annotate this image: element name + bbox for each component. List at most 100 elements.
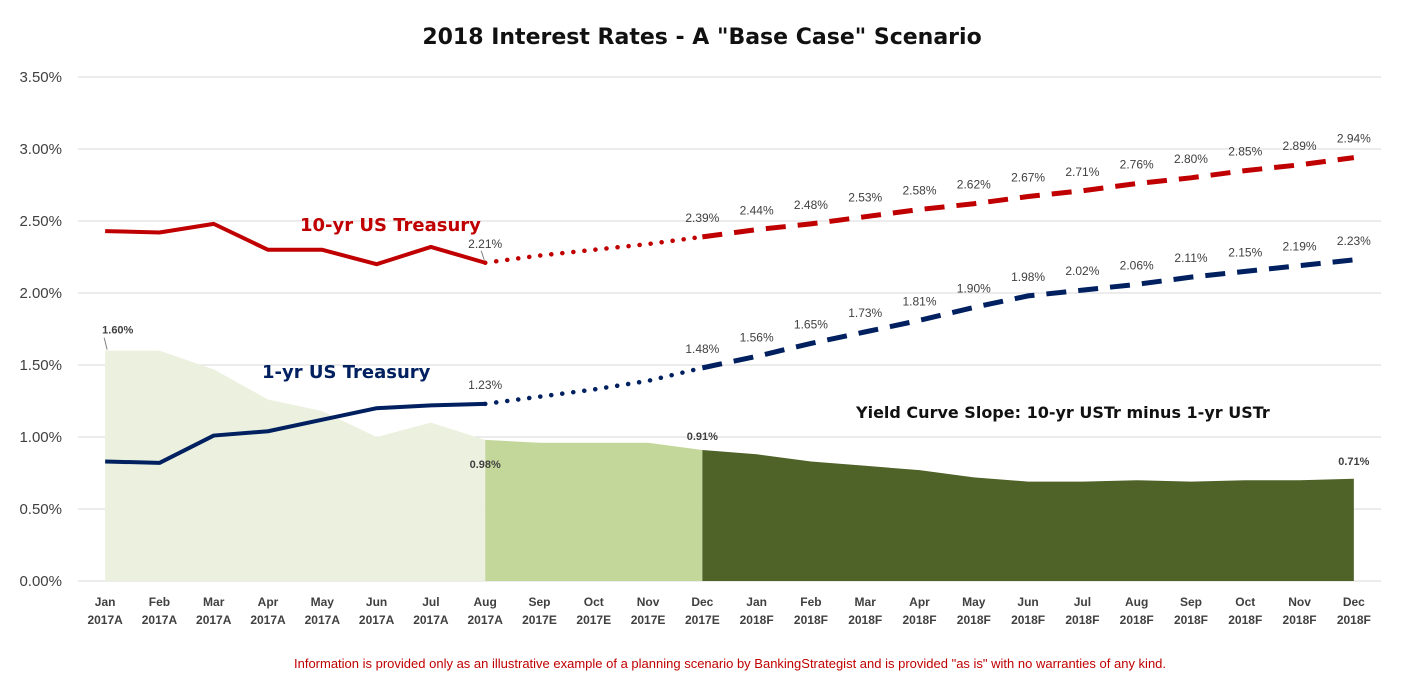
series-0-estimate-line — [482, 234, 705, 266]
series-0-data-label: 2.71% — [1065, 165, 1099, 179]
series-1-data-label: 2.23% — [1337, 234, 1371, 248]
series-0-data-label: 2.80% — [1174, 152, 1208, 166]
series-1-data-label: 2.19% — [1283, 240, 1317, 254]
x-tick-period: 2017E — [685, 613, 720, 627]
legend-1yr-treasury: 1-yr US Treasury — [262, 362, 431, 383]
x-tick-period: 2018F — [1283, 613, 1317, 627]
x-tick-period: 2018F — [957, 613, 991, 627]
series-lines — [105, 155, 1355, 465]
series-1-data-label: 1.23% — [468, 378, 502, 392]
series-0-actual-line — [105, 221, 486, 267]
x-tick-period: 2017E — [631, 613, 666, 627]
chart-title: 2018 Interest Rates - A "Base Case" Scen… — [422, 25, 981, 50]
x-tick-period: 2017A — [305, 613, 341, 627]
x-tick-period: 2018F — [1011, 613, 1045, 627]
y-tick-label: 0.50% — [19, 501, 62, 518]
series-1-data-label: 2.15% — [1228, 245, 1262, 259]
y-tick-label: 1.50% — [19, 357, 62, 374]
x-tick-period: 2018F — [1065, 613, 1099, 627]
x-tick-period: 2017A — [468, 613, 504, 627]
legend-10yr-treasury: 10-yr US Treasury — [300, 215, 481, 236]
x-tick-month: Feb — [149, 595, 170, 609]
x-tick-month: Jan — [746, 595, 767, 609]
y-tick-label: 1.00% — [19, 429, 62, 446]
x-tick-period: 2017A — [359, 613, 395, 627]
slope-data-label: 1.60% — [102, 325, 133, 337]
x-tick-period: 2018F — [1228, 613, 1262, 627]
x-tick-month: Aug — [474, 595, 497, 609]
x-tick-month: Aug — [1125, 595, 1148, 609]
series-0-data-label: 2.94% — [1337, 132, 1371, 146]
x-tick-month: Dec — [691, 595, 713, 609]
x-tick-period: 2017A — [196, 613, 232, 627]
series-1-data-label: 1.73% — [848, 306, 882, 320]
series-1-data-label: 1.65% — [794, 317, 828, 331]
x-tick-month: Sep — [528, 595, 550, 609]
y-tick-label: 0.00% — [19, 573, 62, 590]
x-tick-month: Dec — [1343, 595, 1365, 609]
series-1-data-label: 1.48% — [685, 342, 719, 356]
label-leader-line — [480, 250, 485, 260]
series-1-data-label: 1.90% — [957, 281, 991, 295]
x-tick-month: Mar — [855, 595, 877, 609]
series-1-estimate-line — [482, 365, 705, 407]
x-tick-period: 2017E — [522, 613, 557, 627]
x-tick-period: 2017A — [87, 613, 123, 627]
series-0-data-label: 2.44% — [740, 204, 774, 218]
x-tick-month: Apr — [258, 595, 279, 609]
series-0-data-label: 2.62% — [957, 178, 991, 192]
series-1-data-label: 2.02% — [1065, 264, 1099, 278]
series-1-actual-line — [105, 401, 486, 465]
x-tick-month: Jan — [95, 595, 116, 609]
series-0-data-label: 2.58% — [903, 183, 937, 197]
series-0-data-label: 2.67% — [1011, 171, 1045, 185]
x-tick-month: May — [962, 595, 986, 609]
x-tick-period: 2018F — [1337, 613, 1371, 627]
series-1-data-label: 1.81% — [903, 294, 937, 308]
series-1-data-label: 1.56% — [740, 330, 774, 344]
x-tick-period: 2017E — [576, 613, 611, 627]
series-0-data-label: 2.48% — [794, 198, 828, 212]
x-tick-period: 2018F — [740, 613, 774, 627]
x-tick-month: Sep — [1180, 595, 1202, 609]
x-tick-period: 2017A — [413, 613, 449, 627]
yield-curve-slope-area — [105, 350, 1354, 581]
series-1-data-label: 1.98% — [1011, 270, 1045, 284]
slope-data-label: 0.71% — [1338, 456, 1369, 468]
x-tick-month: Jun — [366, 595, 387, 609]
x-tick-period: 2017A — [250, 613, 286, 627]
x-tick-month: May — [311, 595, 335, 609]
x-tick-month: Jul — [422, 595, 439, 609]
x-axis: Jan 2017A Feb 2017A Mar 2017A Apr 2017A May 2017A… — [87, 595, 1370, 627]
y-tick-label: 3.00% — [19, 141, 62, 158]
x-tick-month: Oct — [584, 595, 604, 609]
series-1-data-label: 2.06% — [1120, 258, 1154, 272]
x-tick-month: Nov — [637, 595, 660, 609]
series-0-data-label: 2.21% — [468, 237, 502, 251]
slope-data-label: 0.91% — [687, 431, 718, 443]
x-tick-month: Mar — [203, 595, 225, 609]
x-tick-period: 2018F — [848, 613, 882, 627]
y-tick-label: 3.50% — [19, 69, 62, 86]
disclaimer-text: Information is provided only as an illus… — [294, 656, 1166, 671]
x-tick-period: 2018F — [903, 613, 937, 627]
series-1-forecast-line — [701, 257, 1355, 371]
x-tick-period: 2018F — [1174, 613, 1208, 627]
x-tick-month: Feb — [800, 595, 821, 609]
series-0-data-label: 2.76% — [1120, 158, 1154, 172]
data-labels: 2.21% 2.39% 2.44% 2.48% 2.53% 2.58% 2.62% 2.67%… — [102, 132, 1371, 471]
slope-area-title: Yield Curve Slope: 10-yr USTr minus 1-yr… — [855, 403, 1270, 422]
series-0-data-label: 2.53% — [848, 191, 882, 205]
x-tick-period: 2018F — [794, 613, 828, 627]
x-tick-month: Jun — [1017, 595, 1038, 609]
y-axis: 0.00% 0.50% 1.00% 1.50% 2.00% 2.50% 3.00% 3.50% — [19, 69, 62, 590]
slope-area-actual — [105, 350, 486, 581]
series-0-data-label: 2.89% — [1283, 139, 1317, 153]
x-tick-period: 2018F — [1120, 613, 1154, 627]
x-tick-month: Jul — [1074, 595, 1091, 609]
y-tick-label: 2.00% — [19, 285, 62, 302]
x-tick-month: Apr — [909, 595, 930, 609]
slope-area-forecast — [702, 449, 1354, 581]
slope-data-label: 0.98% — [470, 459, 501, 471]
